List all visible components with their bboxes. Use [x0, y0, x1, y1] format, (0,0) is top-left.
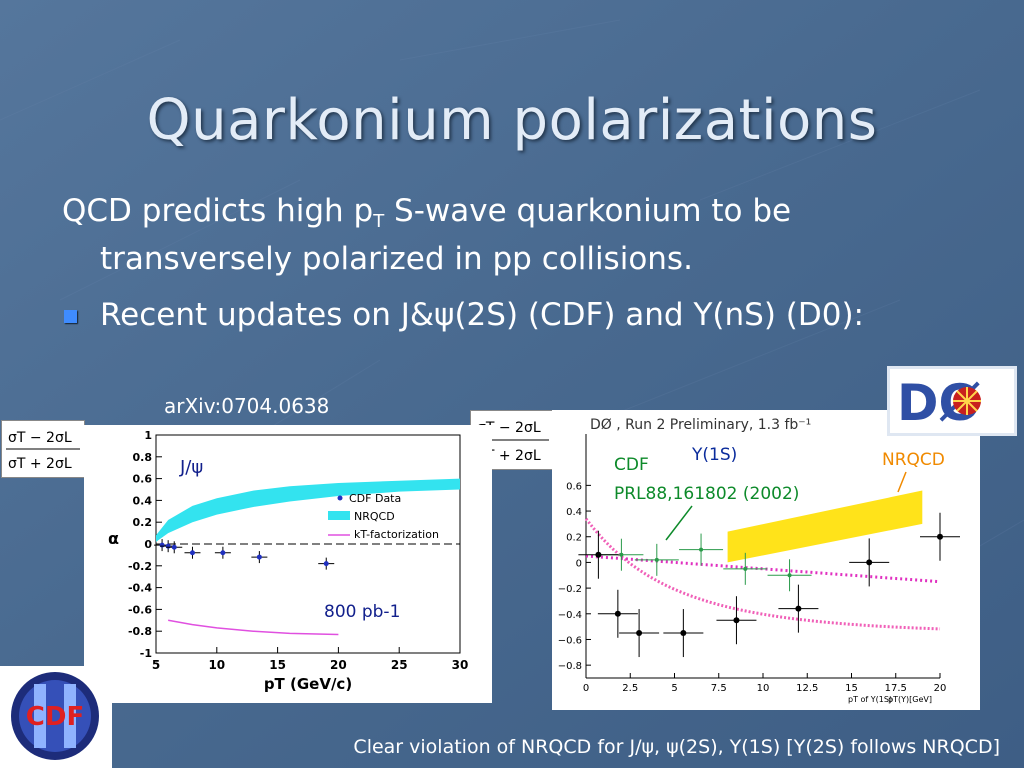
y-tick-label: 0	[144, 538, 152, 551]
legend-cdf-data-marker	[337, 495, 343, 501]
y-tick-label: −0.2	[558, 584, 582, 595]
x-tick-label: 12.5	[796, 683, 818, 694]
cdf-reference-annotation: PRL88,161802 (2002)	[614, 484, 799, 504]
cdf-point	[654, 557, 659, 562]
bullet-square-icon	[64, 310, 77, 323]
nrqcd-annotation: NRQCD	[882, 450, 945, 470]
bullet-text: Recent updates on J&ψ(2S) (CDF) and Y(nS…	[100, 297, 864, 333]
x-tick-label: 0	[583, 683, 589, 694]
luminosity-annotation: 800 pb-1	[324, 602, 400, 622]
data-point	[171, 544, 177, 550]
d0-upsilon-chart: DØ , Run 2 Preliminary, 1.3 fb⁻¹ 0.6 0.4 0.…	[558, 417, 960, 704]
y-tick-label: −0.6	[558, 635, 582, 646]
formula-numerator: σT − 2σL	[8, 430, 72, 446]
y-axis-label: α	[108, 529, 119, 548]
cdf-point	[743, 566, 748, 571]
cdf-arrow	[665, 505, 693, 541]
series-label: Y(1S)	[691, 445, 737, 465]
y-tick-label: 0.4	[133, 494, 153, 507]
d0-point	[937, 533, 943, 540]
formula-denominator: σT + 2σL	[8, 456, 72, 472]
theory-curve-a	[584, 517, 941, 631]
cdf-logo-text: CDF	[26, 702, 84, 732]
body-line-1-rest: S-wave quarkonium to be	[384, 193, 792, 229]
y-tick-label: −0.8	[558, 661, 582, 672]
x-tick-label: 20	[934, 683, 947, 694]
slide-title: Quarkonium polarizations	[146, 88, 878, 153]
x-tick-label: 20	[330, 658, 347, 672]
x-tick-label: 2.5	[622, 683, 638, 694]
data-point	[165, 543, 171, 549]
y-tick-label: -0.6	[128, 603, 152, 616]
arxiv-reference: arXiv:0704.0638	[164, 394, 330, 418]
d0-point	[795, 605, 802, 612]
y-tick-label: 0	[576, 558, 582, 569]
legend-nrqcd-swatch	[328, 511, 350, 520]
data-point	[189, 550, 195, 556]
nrqcd-band	[727, 490, 923, 563]
y-tick-label: 0.4	[566, 507, 582, 518]
x-tick-label: 5	[152, 658, 160, 672]
y-tick-label: -1	[140, 647, 152, 660]
y-tick-label: 0.2	[566, 533, 582, 544]
d0-logo: DØ	[887, 366, 1017, 436]
x-axis-label-2: pT(Y)[GeV]	[888, 695, 932, 704]
nrqcd-band	[156, 478, 460, 542]
x-tick-label: 7.5	[711, 683, 727, 694]
slide-footer: Clear violation of NRQCD for J/ψ, ψ(2S),…	[353, 736, 1000, 758]
x-tick-label: 17.5	[885, 683, 907, 694]
y-tick-label: 0.6	[133, 473, 153, 486]
cdf-logo: CDF	[0, 666, 112, 768]
y-tick-label: -0.2	[128, 560, 152, 573]
nrqcd-arrow	[897, 471, 907, 493]
cdf-point	[787, 573, 792, 578]
cdf-annotation: CDF	[614, 455, 649, 475]
y-tick-label: 0.6	[566, 481, 582, 492]
d0-point	[636, 630, 643, 637]
x-tick-label: 10	[208, 658, 225, 672]
formula-denominator: σT + 2σL	[477, 448, 541, 464]
x-tick-label: 5	[671, 683, 677, 694]
d0-point	[595, 551, 602, 558]
legend-kt: kT-factorization	[354, 528, 439, 541]
x-tick-label: 15	[845, 683, 858, 694]
x-tick-label: 30	[452, 658, 469, 672]
data-point	[323, 561, 329, 567]
y-tick-label: -0.4	[128, 582, 152, 595]
body-line-1-text: QCD predicts high p	[62, 193, 374, 229]
cdf-point	[699, 547, 704, 552]
cdf-jpsi-chart: 1 0.8 0.6 0.4 0.2 0 -0.2 -0.4 -0.6 -0.8 -15 10 15 20 2…	[108, 429, 469, 693]
data-point	[220, 550, 226, 556]
y-tick-label: 1	[144, 429, 152, 442]
x-axis-label: pT of Y(1S)	[848, 695, 892, 704]
d0-point	[866, 559, 873, 566]
legend-nrqcd: NRQCD	[354, 510, 395, 523]
data-point	[159, 542, 165, 548]
x-tick-label: 25	[391, 658, 408, 672]
body-line-2: transversely polarized in pp collisions.	[100, 241, 693, 277]
cdf-jpsi-plot-panel: 1 0.8 0.6 0.4 0.2 0 -0.2 -0.4 -0.6 -0.8 -1 5 10 15 20 2…	[84, 425, 492, 703]
body-line-1: QCD predicts high pT S-wave quarkonium t…	[62, 192, 791, 234]
x-axis-label: pT (GeV/c)	[264, 675, 352, 693]
x-tick-label: 15	[269, 658, 286, 672]
formula-numerator: σT − 2σL	[477, 420, 541, 436]
d0-upsilon-plot-panel: DØ , Run 2 Preliminary, 1.3 fb⁻¹ 0.6 0.4 0.…	[552, 410, 980, 710]
y-tick-label: 0.8	[133, 451, 153, 464]
legend-cdf-data: CDF Data	[349, 492, 401, 505]
y-tick-label: -0.8	[128, 625, 152, 638]
cdf-point	[619, 552, 624, 557]
y-tick-label: −0.4	[558, 610, 582, 621]
d0-point	[733, 617, 740, 624]
x-tick-label: 10	[757, 683, 770, 694]
data-point	[256, 554, 262, 560]
y-tick-label: 0.2	[133, 516, 153, 529]
kt-factorization-line	[168, 619, 339, 636]
d0-point	[680, 630, 687, 637]
theory-curve-b	[585, 554, 941, 584]
jpsi-annotation: J/ψ	[179, 457, 203, 478]
polarization-formula-left: σT − 2σL σT + 2σL	[1, 420, 85, 478]
body-line-1-subscript: T	[373, 211, 385, 232]
d0-point	[614, 610, 621, 617]
chart-title: DØ , Run 2 Preliminary, 1.3 fb⁻¹	[590, 417, 811, 433]
